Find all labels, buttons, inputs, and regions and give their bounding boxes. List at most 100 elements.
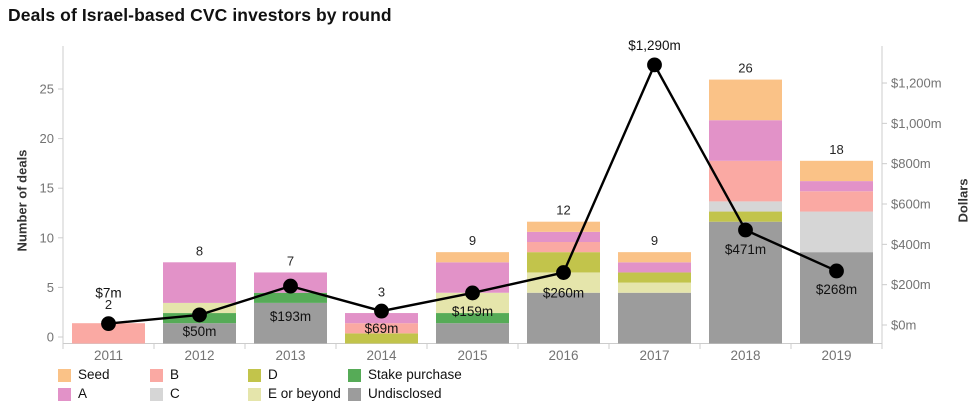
legend-swatch-a [58,387,71,401]
dollar-point-2014[interactable] [374,303,389,319]
x-axis-label-2015: 2015 [457,348,487,363]
dollar-point-2019[interactable] [829,263,844,279]
bar-segment-2017-e-or-beyond[interactable] [618,282,691,293]
x-axis-label-2016: 2016 [548,348,578,363]
bar-segment-2014-b[interactable] [345,323,418,334]
legend-swatch-c [150,387,163,401]
legend-item-seed[interactable]: Seed [58,368,110,382]
bar-segment-2017-seed[interactable] [618,252,691,263]
left-tick-label: 20 [40,131,54,146]
bar-total-label-2016: 12 [556,203,570,218]
dollar-label-2017: $1,290m [628,38,681,53]
bar-segment-2019-a[interactable] [800,181,873,192]
bar-segment-2015-undisclosed[interactable] [436,323,509,344]
right-tick-label: $1,200m [891,76,942,91]
x-axis-label-2012: 2012 [184,348,214,363]
legend-label-seed: Seed [78,367,110,382]
bar-segment-2017-a[interactable] [618,262,691,273]
bar-segment-2018-b[interactable] [709,160,782,202]
dollar-point-2015[interactable] [465,285,480,301]
legend-label-e-or-beyond: E or beyond [268,386,341,401]
bar-segment-2017-d[interactable] [618,272,691,283]
legend: Seed A B C D E or beyond Stake purchase Undiscl… [0,368,973,410]
legend-label-stake-purchase: Stake purchase [368,367,462,382]
legend-swatch-undisclosed [348,387,361,401]
right-tick-label: $200m [891,277,931,292]
legend-item-undisclosed[interactable]: Undisclosed [348,387,462,401]
bar-total-label-2013: 7 [287,253,294,268]
dollar-label-2019: $268m [816,282,857,297]
legend-swatch-e-or-beyond [248,387,261,401]
bar-segment-2019-c[interactable] [800,211,873,253]
bar-segment-2011-b[interactable] [72,323,145,344]
bar-total-label-2018: 26 [738,61,752,76]
x-axis-label-2019: 2019 [821,348,851,363]
bar-segment-2017-undisclosed[interactable] [618,292,691,344]
bar-total-label-2011: 2 [105,297,112,312]
legend-item-a[interactable]: A [58,387,110,401]
dollar-point-2017[interactable] [647,57,662,73]
right-tick-label: $600m [891,197,931,212]
bar-segment-2012-a[interactable] [163,262,236,303]
legend-swatch-seed [58,368,71,382]
legend-item-stake-purchase[interactable]: Stake purchase [348,368,462,382]
legend-label-undisclosed: Undisclosed [368,386,442,401]
bar-total-label-2015: 9 [469,233,476,248]
legend-item-b[interactable]: B [150,368,180,382]
bar-segment-2018-undisclosed[interactable] [709,221,782,344]
bar-segment-2015-seed[interactable] [436,252,509,263]
left-tick-label: 0 [47,330,54,345]
dollar-label-2011: $7m [95,286,121,301]
x-axis-label-2017: 2017 [639,348,669,363]
dollar-point-2018[interactable] [738,222,753,238]
dollar-point-2013[interactable] [283,278,298,294]
legend-item-e-or-beyond[interactable]: E or beyond [248,387,341,401]
bar-segment-2016-d[interactable] [527,252,600,273]
bar-segment-2018-d[interactable] [709,211,782,222]
dollar-label-2012: $50m [183,324,217,339]
x-axis-label-2014: 2014 [366,348,397,363]
bar-segment-2016-seed[interactable] [527,221,600,232]
bar-segment-2018-c[interactable] [709,201,782,212]
bar-segment-2019-seed[interactable] [800,160,873,182]
legend-swatch-b [150,368,163,382]
bar-segment-2015-stake-purchase[interactable] [436,313,509,324]
bar-total-label-2017: 9 [651,233,658,248]
legend-label-d: D [268,367,278,382]
legend-item-c[interactable]: C [150,387,180,401]
bar-segment-2018-seed[interactable] [709,79,782,121]
legend-item-d[interactable]: D [248,368,341,382]
dollar-point-2011[interactable] [101,316,116,331]
x-axis-label-2011: 2011 [94,348,123,363]
bar-segment-2013-undisclosed[interactable] [254,302,327,344]
legend-swatch-d [248,368,261,382]
left-tick-label: 25 [40,82,54,97]
legend-label-b: B [170,367,180,382]
bar-segment-2012-undisclosed[interactable] [163,323,236,344]
dollar-label-2013: $193m [270,309,311,324]
bar-segment-2015-e-or-beyond[interactable] [436,292,509,314]
right-tick-label: $400m [891,237,931,252]
bar-segment-2016-b[interactable] [527,242,600,253]
bar-total-label-2019: 18 [829,142,843,157]
bar-segment-2016-a[interactable] [527,231,600,242]
bar-segment-2016-undisclosed[interactable] [527,292,600,344]
legend-label-c: C [170,386,180,401]
legend-swatch-stake-purchase [348,368,361,382]
bar-segment-2018-a[interactable] [709,120,782,161]
dollar-point-2012[interactable] [192,307,207,323]
legend-column: Stake purchase Undisclosed [348,368,462,406]
bar-segment-2019-b[interactable] [800,191,873,212]
bar-segment-2014-d[interactable] [345,333,418,344]
bar-total-label-2012: 8 [196,243,203,258]
bar-segment-2013-stake-purchase[interactable] [254,292,327,303]
legend-column: D E or beyond [248,368,341,406]
dollar-point-2016[interactable] [556,265,571,280]
right-tick-label: $800m [891,156,931,171]
left-tick-label: 10 [40,230,54,245]
bar-total-label-2014: 3 [378,285,385,300]
right-tick-label: $0m [891,318,916,333]
